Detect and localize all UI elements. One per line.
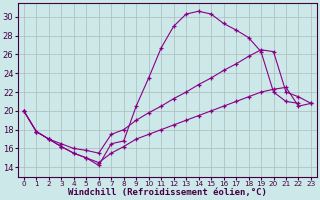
X-axis label: Windchill (Refroidissement éolien,°C): Windchill (Refroidissement éolien,°C) — [68, 188, 267, 197]
